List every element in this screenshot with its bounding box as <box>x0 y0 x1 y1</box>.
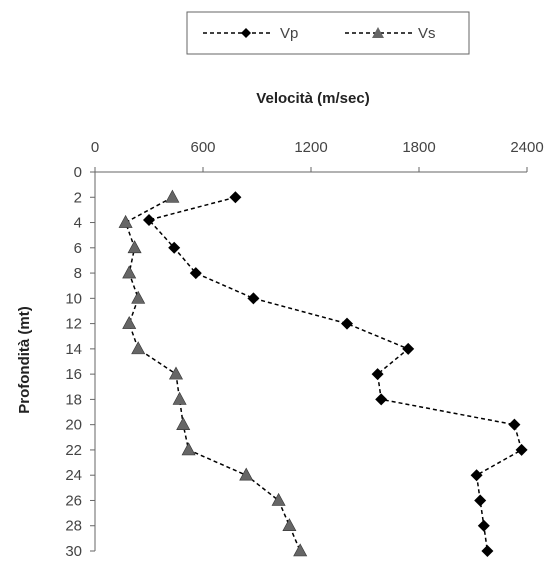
data-point-vp <box>470 469 483 482</box>
legend-item-vp: Vp <box>203 25 298 42</box>
data-point-vp <box>247 292 260 305</box>
y-tick-label: 12 <box>65 316 82 333</box>
legend-vs-label: Vs <box>418 25 436 42</box>
x-tick-label: 0 <box>91 139 99 156</box>
x-tick-label: 1200 <box>294 139 327 156</box>
legend-item-vs: Vs <box>345 25 436 42</box>
data-point-vp <box>371 368 384 381</box>
legend-vp-marker <box>241 28 251 38</box>
y-tick-label: 26 <box>65 492 82 509</box>
x-tick-label: 1800 <box>402 139 435 156</box>
y-tick-label: 4 <box>74 215 82 232</box>
data-point-vs <box>118 214 133 228</box>
data-point-vp <box>375 393 388 406</box>
data-point-vp <box>341 317 353 330</box>
y-tick-label: 14 <box>65 341 82 358</box>
data-point-vs <box>176 417 191 430</box>
data-point-vs <box>131 290 146 304</box>
y-axis-title: Profondità (mt) <box>16 306 33 413</box>
series-vp <box>143 191 528 557</box>
data-point-vp <box>189 267 202 280</box>
series-vs <box>118 189 308 557</box>
data-point-vs <box>293 543 308 557</box>
data-point-vs <box>122 315 137 329</box>
y-tick-label: 22 <box>65 442 82 459</box>
data-point-vs <box>131 341 146 355</box>
y-tick-label: 28 <box>65 518 82 535</box>
y-tick-label: 10 <box>65 290 82 307</box>
data-point-vs <box>168 366 184 380</box>
x-ticks: 0 600 1200 1800 2400 <box>91 139 544 172</box>
y-tick-label: 24 <box>65 467 82 484</box>
x-tick-label: 2400 <box>510 139 543 156</box>
x-axis-title: Velocità (m/sec) <box>256 90 369 107</box>
data-point-vs <box>282 518 297 532</box>
legend-vs-marker <box>372 27 384 38</box>
data-point-vp <box>402 342 415 355</box>
series-layer <box>118 189 528 557</box>
y-tick-label: 0 <box>74 164 82 181</box>
data-point-vp <box>477 519 490 532</box>
data-point-vp <box>515 443 528 456</box>
data-point-vs <box>165 189 180 203</box>
data-point-vp <box>508 418 521 431</box>
legend-vp-label: Vp <box>280 25 298 42</box>
data-point-vs <box>239 467 254 481</box>
data-point-vs <box>127 240 142 254</box>
data-point-vs <box>181 442 196 456</box>
y-tick-label: 20 <box>65 417 82 434</box>
series-vs-line <box>124 196 301 552</box>
data-point-vp <box>143 214 155 227</box>
legend: Vp Vs <box>186 11 470 55</box>
data-point-vs <box>172 391 187 405</box>
y-tick-label: 18 <box>65 391 82 408</box>
data-point-vs <box>122 265 137 279</box>
data-point-vp <box>229 191 242 204</box>
series-vp-line <box>147 196 523 552</box>
y-tick-label: 16 <box>65 366 82 383</box>
data-point-vp <box>474 494 487 507</box>
x-tick-label: 600 <box>190 139 215 156</box>
y-tick-label: 8 <box>74 265 82 282</box>
y-tick-label: 2 <box>74 189 82 206</box>
data-point-vs <box>271 492 286 506</box>
y-tick-label: 30 <box>65 543 82 560</box>
data-point-vp <box>481 545 494 557</box>
y-tick-label: 6 <box>74 240 82 257</box>
data-point-vp <box>168 241 181 254</box>
